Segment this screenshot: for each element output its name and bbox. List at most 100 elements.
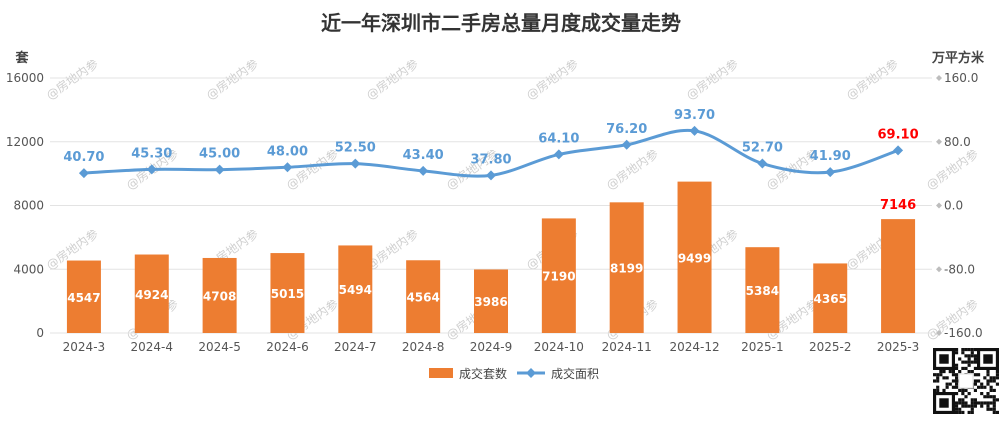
- right-axis-tick-label: 160.0: [944, 71, 978, 85]
- bar: [881, 219, 916, 333]
- qr-module: [970, 404, 974, 408]
- qr-module: [983, 395, 987, 399]
- qr-module: [977, 385, 981, 389]
- watermark-text: @房地内参: [523, 56, 581, 103]
- right-axis-unit: 万平方米: [931, 50, 985, 66]
- x-axis-tick-label: 2024-7: [334, 340, 377, 354]
- qr-module: [986, 401, 990, 405]
- right-axis-tick-marker: [936, 330, 942, 336]
- qr-module: [951, 370, 955, 374]
- right-axis-ticks: 160.0 80.0 0.0 -80.0 -160.0: [936, 71, 983, 340]
- left-axis-ticks: 16000 12000 8000 4000 0: [6, 71, 44, 340]
- qr-module: [939, 373, 943, 377]
- qr-module: [955, 410, 959, 414]
- qr-module: [964, 401, 968, 405]
- qr-module: [955, 404, 959, 408]
- bar: [813, 263, 848, 333]
- qr-module: [967, 370, 971, 374]
- qr-module: [992, 407, 996, 411]
- right-axis-tick-marker: [936, 266, 942, 273]
- line-value-label: 69.10: [878, 127, 919, 142]
- qr-module: [992, 410, 996, 414]
- line-series: 40.70 45.30 45.00 48.00 52.50 43.40 37.80 64.10…: [63, 108, 919, 181]
- legend-label-bar: 成交套数: [459, 366, 507, 381]
- bar-value-label: 4924: [135, 288, 168, 302]
- qr-module: [980, 401, 984, 405]
- qr-module: [936, 379, 940, 383]
- x-axis-tick-label: 2024-11: [602, 340, 652, 354]
- bar: [202, 257, 237, 333]
- qr-module: [955, 407, 959, 411]
- qr-module: [973, 373, 977, 377]
- qr-module: [995, 373, 999, 377]
- qr-module: [967, 363, 971, 367]
- bar: [745, 247, 780, 333]
- qr-module: [986, 407, 990, 411]
- line-value-label: 48.00: [267, 144, 308, 159]
- qr-module: [933, 388, 937, 392]
- qr-module: [933, 373, 937, 377]
- qr-module: [961, 360, 965, 364]
- watermark-text: @房地内参: [843, 56, 901, 103]
- qr-finder-inner: [939, 354, 949, 364]
- qr-module: [961, 404, 965, 408]
- qr-module: [964, 354, 968, 358]
- bar: [541, 218, 576, 333]
- bar: [66, 260, 101, 333]
- qr-module: [955, 385, 959, 389]
- x-axis-tick-label: 2024-6: [266, 340, 309, 354]
- watermark-text: @房地内参: [923, 146, 981, 193]
- qr-module: [970, 370, 974, 374]
- bar: [134, 254, 169, 333]
- bar-value-label: 5015: [271, 287, 304, 301]
- qr-module: [958, 407, 962, 411]
- qr-module: [992, 398, 996, 402]
- left-axis-tick-label: 4000: [13, 262, 44, 276]
- watermark-text: @房地内参: [683, 56, 741, 103]
- qr-module: [973, 354, 977, 358]
- x-axis-tick-label: 2024-3: [63, 340, 106, 354]
- left-axis-unit: 套: [14, 50, 29, 66]
- line-point: [757, 158, 768, 169]
- qr-module: [958, 410, 962, 414]
- qr-module: [936, 388, 940, 392]
- qr-module: [973, 401, 977, 405]
- qr-module: [945, 382, 949, 386]
- qr-module: [961, 388, 965, 392]
- qr-module: [961, 348, 965, 352]
- qr-module: [970, 398, 974, 402]
- qr-module: [992, 379, 996, 383]
- line-point: [350, 158, 361, 169]
- x-axis-ticks: 2024-3 2024-4 2024-5 2024-6 2024-7 2024-8 2024…: [63, 340, 920, 354]
- qr-module: [995, 370, 999, 374]
- qr-module: [955, 376, 959, 380]
- qr-module: [986, 382, 990, 386]
- bar: [406, 260, 441, 333]
- line-value-label: 64.10: [538, 131, 579, 146]
- qr-module: [967, 410, 971, 414]
- qr-module: [992, 401, 996, 405]
- x-axis-tick-label: 2024-10: [534, 340, 584, 354]
- qr-module: [970, 351, 974, 355]
- watermark-text: @房地内参: [203, 56, 261, 103]
- line-value-label: 40.70: [63, 150, 104, 165]
- qr-module: [967, 404, 971, 408]
- qr-module: [955, 351, 959, 355]
- qr-module: [986, 392, 990, 396]
- left-axis-tick-label: 0: [36, 326, 44, 340]
- right-axis-tick-marker: [936, 138, 942, 145]
- qr-module: [955, 379, 959, 383]
- qr-module: [973, 382, 977, 386]
- x-axis-tick-label: 2024-12: [669, 340, 719, 354]
- legend-swatch-bar: [429, 368, 453, 378]
- qr-module: [977, 401, 981, 405]
- qr-module: [964, 366, 968, 370]
- x-axis-tick-label: 2025-3: [877, 340, 920, 354]
- bar: [609, 202, 644, 333]
- qr-finder-inner: [983, 354, 993, 364]
- left-axis-tick-label: 12000: [6, 135, 44, 149]
- qr-module: [992, 376, 996, 380]
- qr-module: [973, 357, 977, 361]
- qr-finder-inner: [939, 398, 949, 408]
- right-axis-tick-marker: [936, 202, 942, 209]
